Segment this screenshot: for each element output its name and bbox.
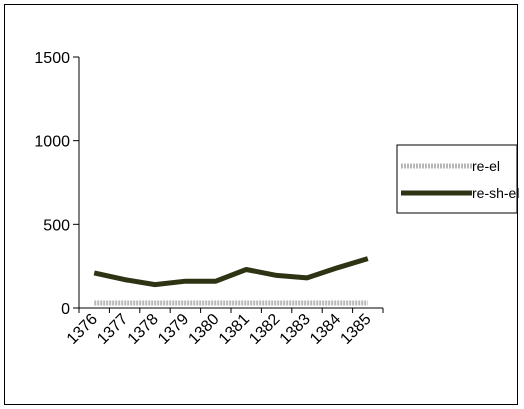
y-tick-label: 1000 — [34, 134, 70, 151]
legend-label-re-el: re-el — [472, 158, 500, 174]
legend-item-re-el: re-el — [401, 158, 500, 174]
series-line-re-sh-el — [93, 256, 369, 288]
x-tick-label: 1385 — [337, 311, 374, 348]
series-lines — [93, 256, 369, 306]
x-tick-label: 1382 — [246, 311, 283, 348]
chart-svg: 0 500 1000 1500 137613771378137913801381138… — [34, 50, 519, 348]
legend-item-re-sh-el: re-sh-el — [401, 185, 519, 201]
legend: re-el re-sh-el — [396, 144, 519, 214]
y-tick-labels: 0 500 1000 1500 — [34, 50, 79, 318]
x-tick-label: 1379 — [155, 311, 192, 348]
x-tick-label: 1380 — [185, 311, 222, 348]
y-tick-label: 500 — [43, 217, 70, 234]
x-tick-label: 1383 — [277, 311, 314, 348]
legend-box — [396, 144, 518, 214]
x-tick-label: 1377 — [94, 311, 131, 348]
chart-frame: 0 500 1000 1500 1376 1377 1378 1379 1380 1381 138… — [4, 4, 519, 405]
legend-label-re-sh-el: re-sh-el — [472, 185, 519, 201]
x-tick-label: 1384 — [307, 311, 344, 348]
y-tick-label: 1500 — [34, 50, 70, 67]
x-tick-label: 1378 — [125, 311, 162, 348]
x-tick-label: 1381 — [216, 311, 253, 348]
y-tick-label: 0 — [61, 301, 70, 318]
